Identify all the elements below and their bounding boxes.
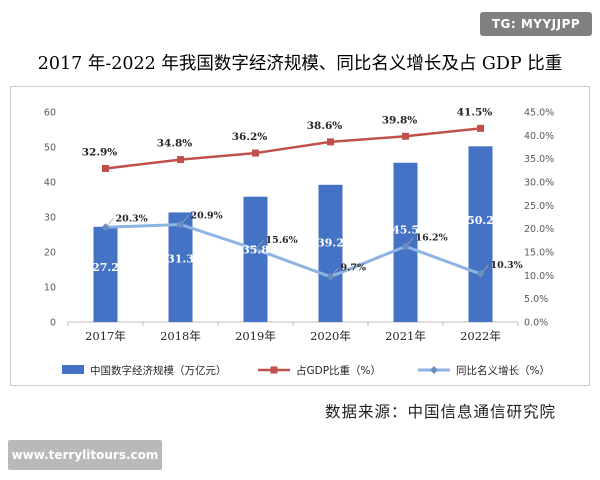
growth-data-label: 10.3% xyxy=(491,260,523,271)
x-axis-tick-label: 2018年 xyxy=(160,329,201,343)
x-axis-tick-label: 2017年 xyxy=(85,329,126,343)
bar xyxy=(318,184,343,322)
bar xyxy=(243,196,268,322)
growth-label-leader xyxy=(407,237,414,245)
left-axis-tick-label: 40 xyxy=(44,178,56,189)
bar xyxy=(468,146,493,322)
bar xyxy=(393,162,418,322)
right-axis-tick-label: 35.0% xyxy=(524,154,554,165)
gdp-share-point xyxy=(477,124,484,132)
right-axis-tick-label: 20.0% xyxy=(524,224,554,235)
right-axis-tick-label: 40.0% xyxy=(524,131,554,142)
right-axis-tick-label: 10.0% xyxy=(524,271,554,282)
growth-data-label: 16.2% xyxy=(416,232,448,243)
legend-bar-swatch xyxy=(62,365,84,374)
gdp-share-data-label: 36.2% xyxy=(232,131,268,143)
data-source: 数据来源：中国信息通信研究院 xyxy=(325,403,557,421)
right-axis-tick-label: 15.0% xyxy=(524,248,554,259)
legend-gdp-share-label: 占GDP比重（%） xyxy=(296,364,381,377)
growth-label-leader xyxy=(107,218,114,226)
right-axis-tick-label: 30.0% xyxy=(524,178,554,189)
left-axis-tick-label: 10 xyxy=(44,283,56,294)
bar-value-label: 31.3 xyxy=(167,252,194,265)
chart-title: 2017 年-2022 年我国数字经济规模、同比名义增长及占 GDP 比重 xyxy=(37,54,563,74)
bar-value-label: 27.2 xyxy=(92,261,119,274)
bar-value-label: 45.5 xyxy=(392,224,419,237)
left-axis-tick-label: 20 xyxy=(44,248,56,259)
growth-label-leader xyxy=(257,239,264,248)
gdp-share-data-label: 34.8% xyxy=(157,138,193,150)
gdp-share-line xyxy=(105,127,481,170)
legend-gdp-share-swatch-marker xyxy=(270,366,278,374)
channel-badge: TG: MYYJJPP xyxy=(480,12,592,36)
bar-value-label: 39.2 xyxy=(317,236,344,249)
x-axis-tick-label: 2019年 xyxy=(235,329,276,343)
growth-line xyxy=(105,222,482,279)
bar xyxy=(168,212,193,322)
growth-data-label: 9.7% xyxy=(341,263,367,274)
growth-label-leader xyxy=(332,267,339,275)
gdp-share-point xyxy=(102,164,109,172)
left-axis-tick-label: 30 xyxy=(44,213,56,224)
gdp-share-point xyxy=(252,149,259,157)
gdp-share-point xyxy=(402,132,409,140)
right-axis-tick-label: 45.0% xyxy=(524,108,554,119)
growth-data-label: 15.6% xyxy=(266,235,298,246)
gdp-share-point xyxy=(327,138,334,146)
gdp-share-data-label: 38.6% xyxy=(307,120,343,132)
growth-label-leader xyxy=(482,264,489,273)
bar xyxy=(93,226,118,322)
website-watermark: www.terrylitours.com xyxy=(8,440,162,470)
left-axis-tick-label: 60 xyxy=(44,108,56,119)
right-axis-tick-label: 5.0% xyxy=(524,294,548,305)
growth-data-label: 20.3% xyxy=(116,213,148,224)
left-axis-tick-label: 0 xyxy=(50,318,56,329)
growth-label-leader xyxy=(182,215,189,223)
bar-value-label: 50.2 xyxy=(467,214,494,227)
legend-growth-swatch-marker xyxy=(430,366,438,374)
right-axis-tick-label: 0.0% xyxy=(524,318,548,329)
chart-frame xyxy=(10,86,590,386)
gdp-share-data-label: 39.8% xyxy=(382,114,418,126)
bar-value-label: 35.8 xyxy=(242,243,269,256)
growth-data-label: 20.9% xyxy=(191,210,223,221)
right-axis-tick-label: 25.0% xyxy=(524,201,554,212)
legend-bar-label: 中国数字经济规模（万亿元） xyxy=(90,364,227,377)
x-axis-tick-label: 2022年 xyxy=(460,329,501,343)
x-axis-tick-label: 2021年 xyxy=(385,329,426,343)
left-axis-tick-label: 50 xyxy=(44,143,56,154)
legend-growth-label: 同比名义增长（%） xyxy=(456,364,550,377)
x-axis-tick-label: 2020年 xyxy=(310,329,351,343)
gdp-share-data-label: 32.9% xyxy=(82,146,118,158)
gdp-share-data-label: 41.5% xyxy=(457,106,493,118)
gdp-share-point xyxy=(177,156,184,164)
